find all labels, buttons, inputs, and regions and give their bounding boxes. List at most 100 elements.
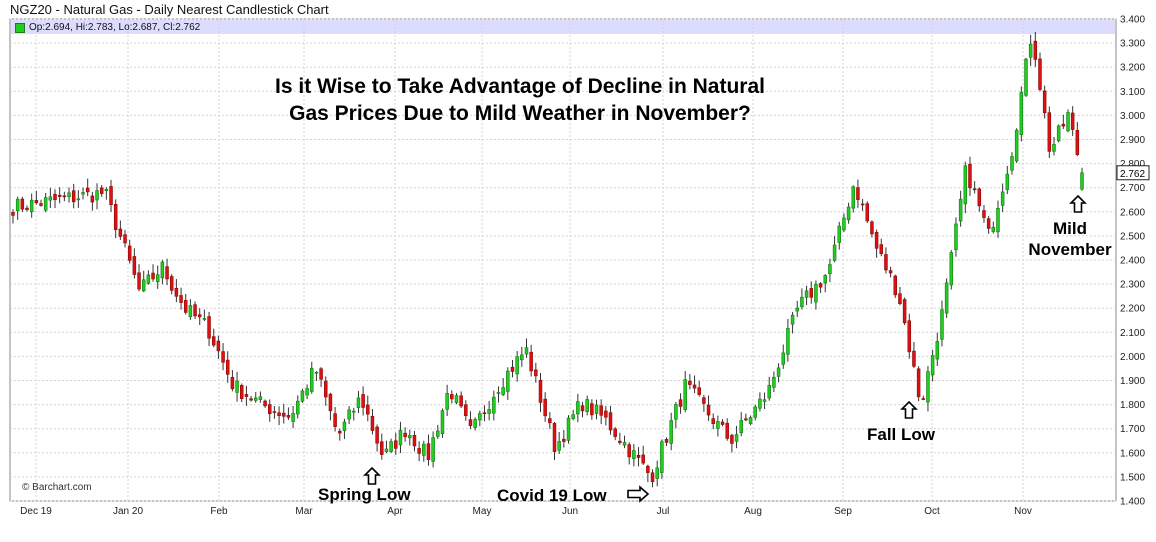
candle-body (1056, 125, 1061, 142)
candle-body (440, 410, 445, 435)
candle-body (986, 218, 991, 229)
candle-body (888, 270, 893, 274)
candle-body (636, 454, 641, 458)
candle-body (389, 441, 393, 452)
candle-body (1019, 92, 1024, 135)
candle-body (828, 264, 832, 275)
candle-body (43, 197, 48, 211)
candle-body (141, 279, 146, 292)
candle-body (898, 293, 902, 305)
x-tick-label: Jul (657, 506, 670, 517)
candle-body (762, 399, 767, 402)
candle-body (188, 305, 193, 318)
candle-body (767, 384, 771, 399)
candle-body (580, 405, 585, 412)
y-tick-label: 3.200 (1120, 63, 1145, 74)
candle-body (291, 413, 295, 422)
candle-body (239, 385, 244, 399)
candle-body (641, 454, 645, 464)
candle-body (1070, 112, 1075, 130)
candle-body (1038, 58, 1042, 90)
annotation-mild-line-2: November (1028, 240, 1112, 259)
candle-body (445, 393, 449, 410)
candle-body (618, 440, 622, 443)
candle-body (366, 404, 370, 415)
candle-body (431, 437, 435, 462)
candle-body (851, 186, 856, 209)
candle-body (664, 438, 669, 443)
candle-body (860, 203, 865, 206)
x-tick-label: Mar (295, 506, 313, 517)
candle-body (678, 399, 683, 407)
candle-body (211, 336, 216, 346)
ohlc-readout: Op:2.694, Hi:2.783, Lo:2.687, Cl:2.762 (15, 22, 200, 33)
candle-body (674, 404, 678, 420)
headline-line-1: Is it Wise to Take Advantage of Decline … (275, 75, 765, 98)
annotation-mild-november: Mild November (1022, 218, 1118, 260)
candle-body (748, 417, 753, 424)
candle-body (660, 441, 664, 473)
candle-body (169, 276, 174, 291)
candle-body (286, 415, 291, 418)
candle-body (459, 395, 463, 407)
last-price-tag (1116, 165, 1150, 181)
candle-body (324, 380, 328, 398)
candle-body (744, 418, 748, 421)
candle-body (11, 212, 15, 216)
candle-body (123, 234, 127, 244)
candle-body (823, 275, 828, 284)
candle-body (940, 309, 944, 340)
candle-body (725, 422, 729, 439)
candle-body (57, 194, 62, 197)
candle-body (202, 318, 207, 320)
candle-body (814, 283, 818, 303)
candle-body (104, 189, 109, 192)
legend-swatch-icon (15, 22, 25, 33)
candle-body (977, 188, 982, 207)
y-tick-label: 1.400 (1120, 497, 1145, 508)
annotation-covid-low: Covid 19 Low (497, 486, 607, 505)
candle-body (71, 190, 76, 203)
candle-body (1005, 173, 1010, 190)
candle-body (375, 426, 379, 444)
x-tick-label: May (473, 506, 492, 517)
candle-body (221, 351, 225, 363)
annotation-spring-low: Spring Low (318, 485, 411, 504)
candle-body (263, 400, 267, 407)
candle-body (197, 314, 202, 318)
candle-body (548, 418, 552, 424)
candle-body (235, 380, 239, 393)
candle-body (632, 450, 636, 460)
candle-body (893, 275, 898, 296)
candle-body (48, 196, 53, 201)
candle-body (501, 387, 505, 395)
candle-body (753, 406, 757, 418)
candle-body (697, 387, 701, 395)
candle-body (25, 207, 29, 210)
candle-body (282, 412, 286, 417)
candle-body (566, 417, 571, 441)
candle-body (543, 398, 547, 417)
candle-body (356, 397, 361, 408)
candle-body (319, 368, 323, 380)
candle-body (669, 420, 673, 444)
candle-body (478, 413, 482, 421)
candle-body (81, 192, 85, 195)
candle-body (1080, 172, 1084, 190)
x-tick-label: Sep (834, 506, 852, 517)
chart-title: NGZ20 - Natural Gas - Daily Nearest Cand… (10, 2, 329, 17)
candle-body (846, 206, 851, 221)
candle-body (468, 419, 473, 426)
candle-body (342, 421, 347, 431)
y-tick-label: 2.500 (1120, 231, 1145, 242)
y-tick-label: 2.400 (1120, 256, 1145, 267)
candle-body (193, 304, 197, 317)
candle-body (720, 421, 725, 425)
candle-body (1033, 40, 1038, 60)
candle-body (165, 266, 169, 280)
candle-body (183, 299, 188, 313)
candle-body (300, 390, 305, 402)
y-tick-label: 2.000 (1120, 352, 1145, 363)
candle-body (958, 198, 963, 222)
candle-body (711, 418, 715, 425)
